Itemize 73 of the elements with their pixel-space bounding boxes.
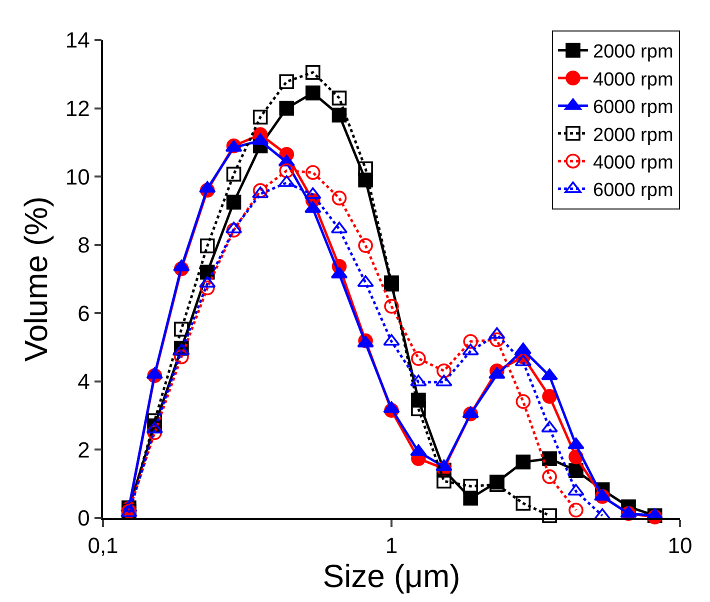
legend-label: 2000 rpm (593, 42, 674, 63)
y-tick-label: 2 (78, 437, 90, 462)
point (173, 344, 190, 356)
point (173, 260, 190, 272)
legend-label: 6000 rpm (593, 180, 674, 202)
point (174, 322, 189, 337)
point (410, 374, 427, 386)
point (200, 238, 215, 254)
point (542, 451, 557, 466)
point (488, 327, 506, 339)
y-tick-label: 12 (65, 96, 90, 121)
x-tick-label: 1 (385, 533, 398, 558)
point (147, 413, 162, 428)
point (306, 165, 320, 180)
point (332, 90, 347, 106)
point (358, 238, 373, 253)
legend-label: 4000 rpm (593, 69, 674, 90)
point (488, 367, 506, 379)
point (174, 349, 189, 364)
point (226, 166, 242, 182)
point (516, 496, 531, 511)
point (436, 474, 452, 489)
y-tick-label: 0 (78, 506, 90, 531)
point (306, 65, 320, 80)
point (490, 332, 504, 348)
point (226, 222, 242, 238)
y-tick-label: 4 (78, 369, 90, 394)
point (200, 280, 215, 296)
y-tick-label: 6 (78, 300, 90, 326)
point (226, 194, 242, 210)
y-tick-label: 14 (65, 28, 90, 53)
legend-label: 6000 rpm (593, 97, 674, 118)
point (279, 74, 294, 90)
point (252, 110, 268, 125)
point (279, 100, 294, 116)
point (384, 298, 399, 314)
point (568, 484, 584, 496)
point (436, 459, 452, 471)
point (516, 454, 531, 470)
legend-label: 2000 rpm (593, 124, 674, 146)
x-tick-label: 0,1 (88, 533, 118, 558)
x-tick-label: 10 (668, 533, 692, 558)
point (568, 463, 584, 478)
point (306, 86, 320, 100)
legend-label: 4000 rpm (593, 152, 674, 174)
y-tick-label: 8 (78, 232, 90, 258)
point (542, 469, 557, 484)
x-axis-title: Size (μm) (322, 558, 460, 594)
point (568, 438, 584, 450)
point (252, 183, 268, 198)
point (436, 363, 452, 378)
point (436, 374, 452, 386)
point (357, 275, 374, 287)
point (541, 368, 558, 380)
point (542, 508, 557, 524)
point (147, 425, 162, 440)
point (383, 334, 400, 346)
point (411, 351, 426, 366)
point (332, 108, 347, 123)
point (620, 506, 637, 518)
y-axis-title: Volume (%) (18, 196, 54, 362)
y-tick-label: 10 (65, 164, 90, 190)
point (541, 420, 558, 432)
point (410, 444, 427, 456)
point (383, 401, 400, 413)
point (462, 406, 479, 418)
point (516, 394, 531, 409)
point (462, 344, 479, 356)
point (542, 389, 557, 404)
point (568, 502, 584, 518)
point (463, 334, 478, 349)
point (279, 163, 294, 178)
point (332, 190, 347, 206)
